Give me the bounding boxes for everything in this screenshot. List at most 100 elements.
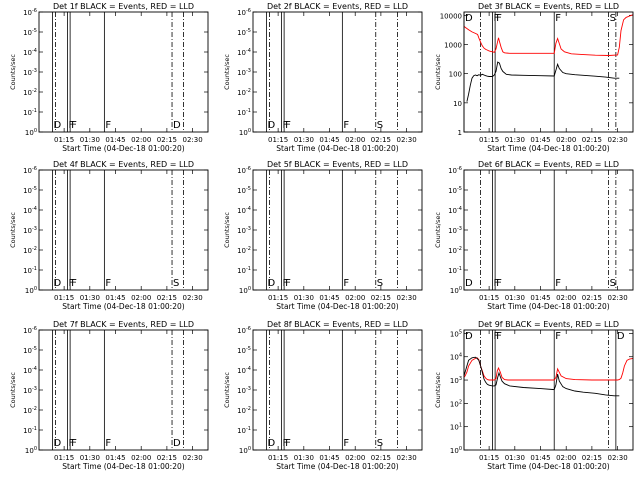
panel-title: Det 3f BLACK = Events, RED = LLD (478, 2, 619, 11)
y-tick-label: 10-2 (237, 406, 251, 415)
x-tick-label: 01:15 (54, 454, 74, 462)
x-tick-label: 02:30 (607, 454, 627, 462)
x-tick-label: 01:30 (80, 294, 100, 302)
event-marker-label: F (285, 278, 291, 289)
x-tick-label: 02:30 (396, 454, 416, 462)
x-tick-label: 01:45 (319, 454, 339, 462)
panel-det-1f: Det 1f BLACK = Events, RED = LLD Counts/s… (9, 2, 209, 153)
y-tick-label: 10-2 (23, 88, 37, 97)
y-tick-label: 10-6 (23, 326, 37, 335)
y-tick-label: 10-6 (237, 326, 251, 335)
x-tick-label: 01:15 (54, 136, 74, 144)
y-tick-label: 10 (453, 100, 462, 108)
y-tick-label: 1000 (444, 41, 462, 49)
x-tick-label: 01:45 (530, 294, 550, 302)
y-tick-label: 10-1 (237, 108, 251, 117)
x-tick-label: 02:15 (371, 294, 391, 302)
panel-det-5f: Det 5f BLACK = Events, RED = LLD Counts/s… (223, 160, 423, 311)
event-marker-label: F (494, 278, 500, 289)
event-marker-label: S (377, 278, 383, 289)
y-tick-label: 100 (25, 128, 37, 137)
y-tick-label: 105 (450, 329, 462, 338)
event-marker-label: F (494, 13, 500, 24)
lld-rate-line (463, 14, 634, 56)
event-marker-label: D (268, 438, 276, 449)
x-axis-label: Start Time (04-Dec-18 01:00:20) (62, 302, 184, 311)
x-tick-label: 02:00 (131, 454, 151, 462)
plot-frame (252, 169, 423, 291)
x-axis-label: Start Time (04-Dec-18 01:00:20) (276, 462, 398, 471)
x-tick-label: 01:45 (530, 136, 550, 144)
x-tick-label: 01:45 (105, 136, 125, 144)
x-tick-label: 02:00 (556, 454, 576, 462)
y-tick-label: 100 (449, 71, 462, 79)
event-marker-label: F (496, 331, 502, 342)
y-tick-label: 10-5 (23, 186, 37, 195)
event-marker-label: S (610, 13, 616, 24)
y-tick-label: 10-3 (237, 68, 251, 77)
y-tick-label: 10-3 (237, 226, 251, 235)
y-tick-label: 10-2 (237, 88, 251, 97)
panel-title: Det 2f BLACK = Events, RED = LLD (267, 2, 408, 11)
lld-rate-line (463, 357, 634, 381)
y-tick-label: 10-3 (23, 68, 37, 77)
event-marker-label: F (555, 331, 561, 342)
x-tick-label: 02:15 (582, 454, 602, 462)
y-tick-label: 10-4 (237, 206, 251, 215)
panel-title: Det 5f BLACK = Events, RED = LLD (267, 160, 408, 169)
y-tick-label: 10-5 (23, 346, 37, 355)
x-tick-label: 01:15 (479, 454, 499, 462)
event-marker-label: F (343, 438, 349, 449)
x-tick-label: 02:00 (556, 136, 576, 144)
y-tick-label: 10-3 (23, 386, 37, 395)
y-tick-label: 10-6 (237, 166, 251, 175)
x-axis-label: Start Time (04-Dec-18 01:00:20) (276, 302, 398, 311)
x-tick-label: 02:30 (182, 294, 202, 302)
event-marker-label: F (71, 438, 77, 449)
x-axis-label: Start Time (04-Dec-18 01:00:20) (276, 144, 398, 153)
event-marker-label: D (465, 331, 473, 342)
y-tick-label: 10-4 (23, 48, 37, 57)
event-marker-label: D (465, 13, 473, 24)
y-tick-label: 100 (239, 128, 251, 137)
y-axis-label: Counts/sec (9, 372, 17, 408)
y-tick-label: 10000 (440, 12, 462, 20)
panel-det-4f: Det 4f BLACK = Events, RED = LLD Counts/s… (9, 160, 209, 311)
y-tick-label: 10-1 (448, 266, 462, 275)
x-tick-label: 01:15 (268, 294, 288, 302)
event-marker-label: F (69, 438, 75, 449)
event-marker-label: F (285, 438, 291, 449)
event-marker-label: F (283, 120, 289, 131)
x-tick-label: 02:15 (582, 294, 602, 302)
event-marker-label: D (54, 278, 62, 289)
y-axis-label: Counts/sec (223, 54, 231, 90)
y-tick-label: 10-6 (23, 166, 37, 175)
x-tick-label: 01:45 (105, 454, 125, 462)
panel-det-6f: Det 6f BLACK = Events, RED = LLD Counts/s… (434, 160, 634, 311)
y-tick-label: 101 (450, 423, 462, 432)
x-tick-label: 01:45 (105, 294, 125, 302)
y-tick-label: 100 (450, 286, 462, 295)
y-tick-label: 102 (450, 399, 462, 408)
panel-title: Det 9f BLACK = Events, RED = LLD (478, 320, 619, 329)
event-marker-label: F (105, 438, 111, 449)
y-tick-label: 10-1 (23, 108, 37, 117)
y-tick-label: 100 (239, 446, 251, 455)
panel-det-7f: Det 7f BLACK = Events, RED = LLD Counts/s… (9, 320, 209, 471)
x-tick-label: 02:15 (157, 454, 177, 462)
y-tick-label: 10-5 (237, 186, 251, 195)
event-marker-label: F (555, 278, 561, 289)
event-marker-label: F (285, 120, 291, 131)
x-tick-label: 01:15 (54, 294, 74, 302)
panel-title: Det 4f BLACK = Events, RED = LLD (53, 160, 194, 169)
event-marker-label: F (71, 120, 77, 131)
plot-frame (463, 11, 634, 133)
x-tick-label: 02:15 (371, 136, 391, 144)
x-tick-label: 01:15 (268, 454, 288, 462)
x-tick-label: 02:00 (131, 294, 151, 302)
y-tick-label: 10-2 (237, 246, 251, 255)
y-tick-label: 10-4 (237, 366, 251, 375)
x-tick-label: 02:15 (157, 136, 177, 144)
